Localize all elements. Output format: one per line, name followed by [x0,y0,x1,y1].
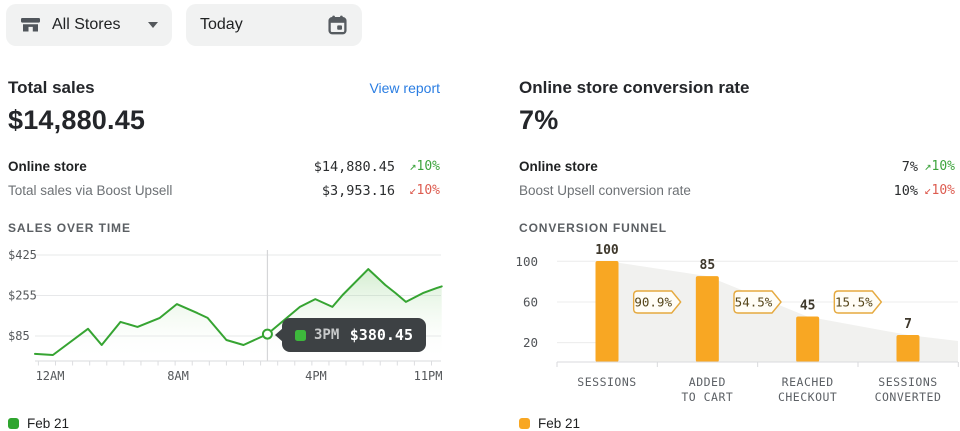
svg-text:7: 7 [904,317,912,332]
metric-value: $3,953.16 [321,183,395,199]
conversion-funnel-chart[interactable]: 100 60 20 100 85 45 7 90.9% 54.5% 15.5% SESSIONS AD… [500,240,960,412]
view-report-link[interactable]: View report [369,80,440,96]
metric-label: Total sales via Boost Upsell [8,183,173,198]
funnel-legend: Feb 21 [519,416,580,431]
metric-row-online-store: Online store $14,880.45 ↗10% [8,156,440,180]
legend-label: Feb 21 [27,416,70,431]
metric-label: Boost Upsell conversion rate [519,183,691,198]
date-selector-label: Today [200,16,243,33]
metric-label: Online store [8,159,87,174]
metric-change: ↙10% [924,183,955,198]
legend-swatch-orange [519,418,530,429]
total-sales-title: Total sales [8,78,95,97]
date-selector-button[interactable]: Today [186,4,362,46]
svg-text:100: 100 [595,243,619,258]
metric-row-boost-upsell-rate: Boost Upsell conversion rate 10% ↙10% [519,180,955,204]
svg-text:15.5%: 15.5% [835,295,873,310]
tooltip-time: 3PM [314,327,340,343]
metric-row-boost-upsell-sales: Total sales via Boost Upsell $3,953.16 ↙… [8,180,440,204]
trend-up-icon: ↗ [924,159,932,173]
svg-text:CHECKOUT: CHECKOUT [778,390,837,404]
metric-change: ↙10% [409,183,440,198]
svg-text:REACHED: REACHED [782,375,834,389]
metric-row-online-store-rate: Online store 7% ↗10% [519,156,955,180]
conversion-funnel-header: CONVERSION FUNNEL [519,221,667,235]
svg-text:11PM: 11PM [414,369,443,383]
metric-value: 10% [893,183,918,199]
store-selector-button[interactable]: All Stores [6,4,172,46]
chart-tooltip: 3PM $380.45 [275,318,426,352]
svg-text:SESSIONS: SESSIONS [878,375,937,389]
sales-over-time-header: SALES OVER TIME [8,221,131,235]
conversion-rate-title: Online store conversion rate [519,78,750,97]
svg-text:12AM: 12AM [36,369,65,383]
sales-over-time-chart[interactable]: $425 $255 $85 12AM 8AM 4PM 11PM [0,244,460,386]
svg-text:60: 60 [523,294,538,309]
trend-down-icon: ↙ [409,183,417,197]
conversion-metric-rows: Online store 7% ↗10% Boost Upsell conver… [519,156,955,204]
legend-label: Feb 21 [538,416,581,431]
tooltip-value: $380.45 [349,326,413,344]
svg-text:20: 20 [523,335,538,350]
svg-text:CONVERTED: CONVERTED [875,390,942,404]
svg-text:45: 45 [800,299,816,314]
trend-down-icon: ↙ [924,183,932,197]
svg-text:TO CART: TO CART [681,390,733,404]
svg-text:85: 85 [700,258,716,273]
calendar-icon [328,15,347,35]
svg-text:ADDED: ADDED [689,375,726,389]
metric-label: Online store [519,159,598,174]
store-icon [21,18,40,32]
trend-up-icon: ↗ [409,159,417,173]
metric-change: ↗10% [924,159,955,174]
metric-value: $14,880.45 [313,159,395,175]
total-sales-metric-rows: Online store $14,880.45 ↗10% Total sales… [8,156,440,204]
metric-change: ↗10% [409,159,440,174]
sales-legend: Feb 21 [8,416,69,431]
svg-text:100: 100 [515,254,538,269]
svg-text:8AM: 8AM [167,369,189,383]
svg-text:$425: $425 [8,248,37,262]
svg-text:$255: $255 [8,288,37,302]
store-selector-label: All Stores [52,16,121,33]
svg-text:4PM: 4PM [305,369,327,383]
total-sales-value: $14,880.45 [8,105,146,135]
metric-value: 7% [901,159,918,175]
legend-swatch-green [8,418,19,429]
series-swatch-green [295,329,306,341]
chevron-down-icon [148,22,158,28]
svg-text:54.5%: 54.5% [735,295,773,310]
svg-text:$85: $85 [8,329,30,343]
svg-text:90.9%: 90.9% [634,295,672,310]
conversion-rate-value: 7% [519,105,559,135]
svg-text:SESSIONS: SESSIONS [577,375,636,389]
